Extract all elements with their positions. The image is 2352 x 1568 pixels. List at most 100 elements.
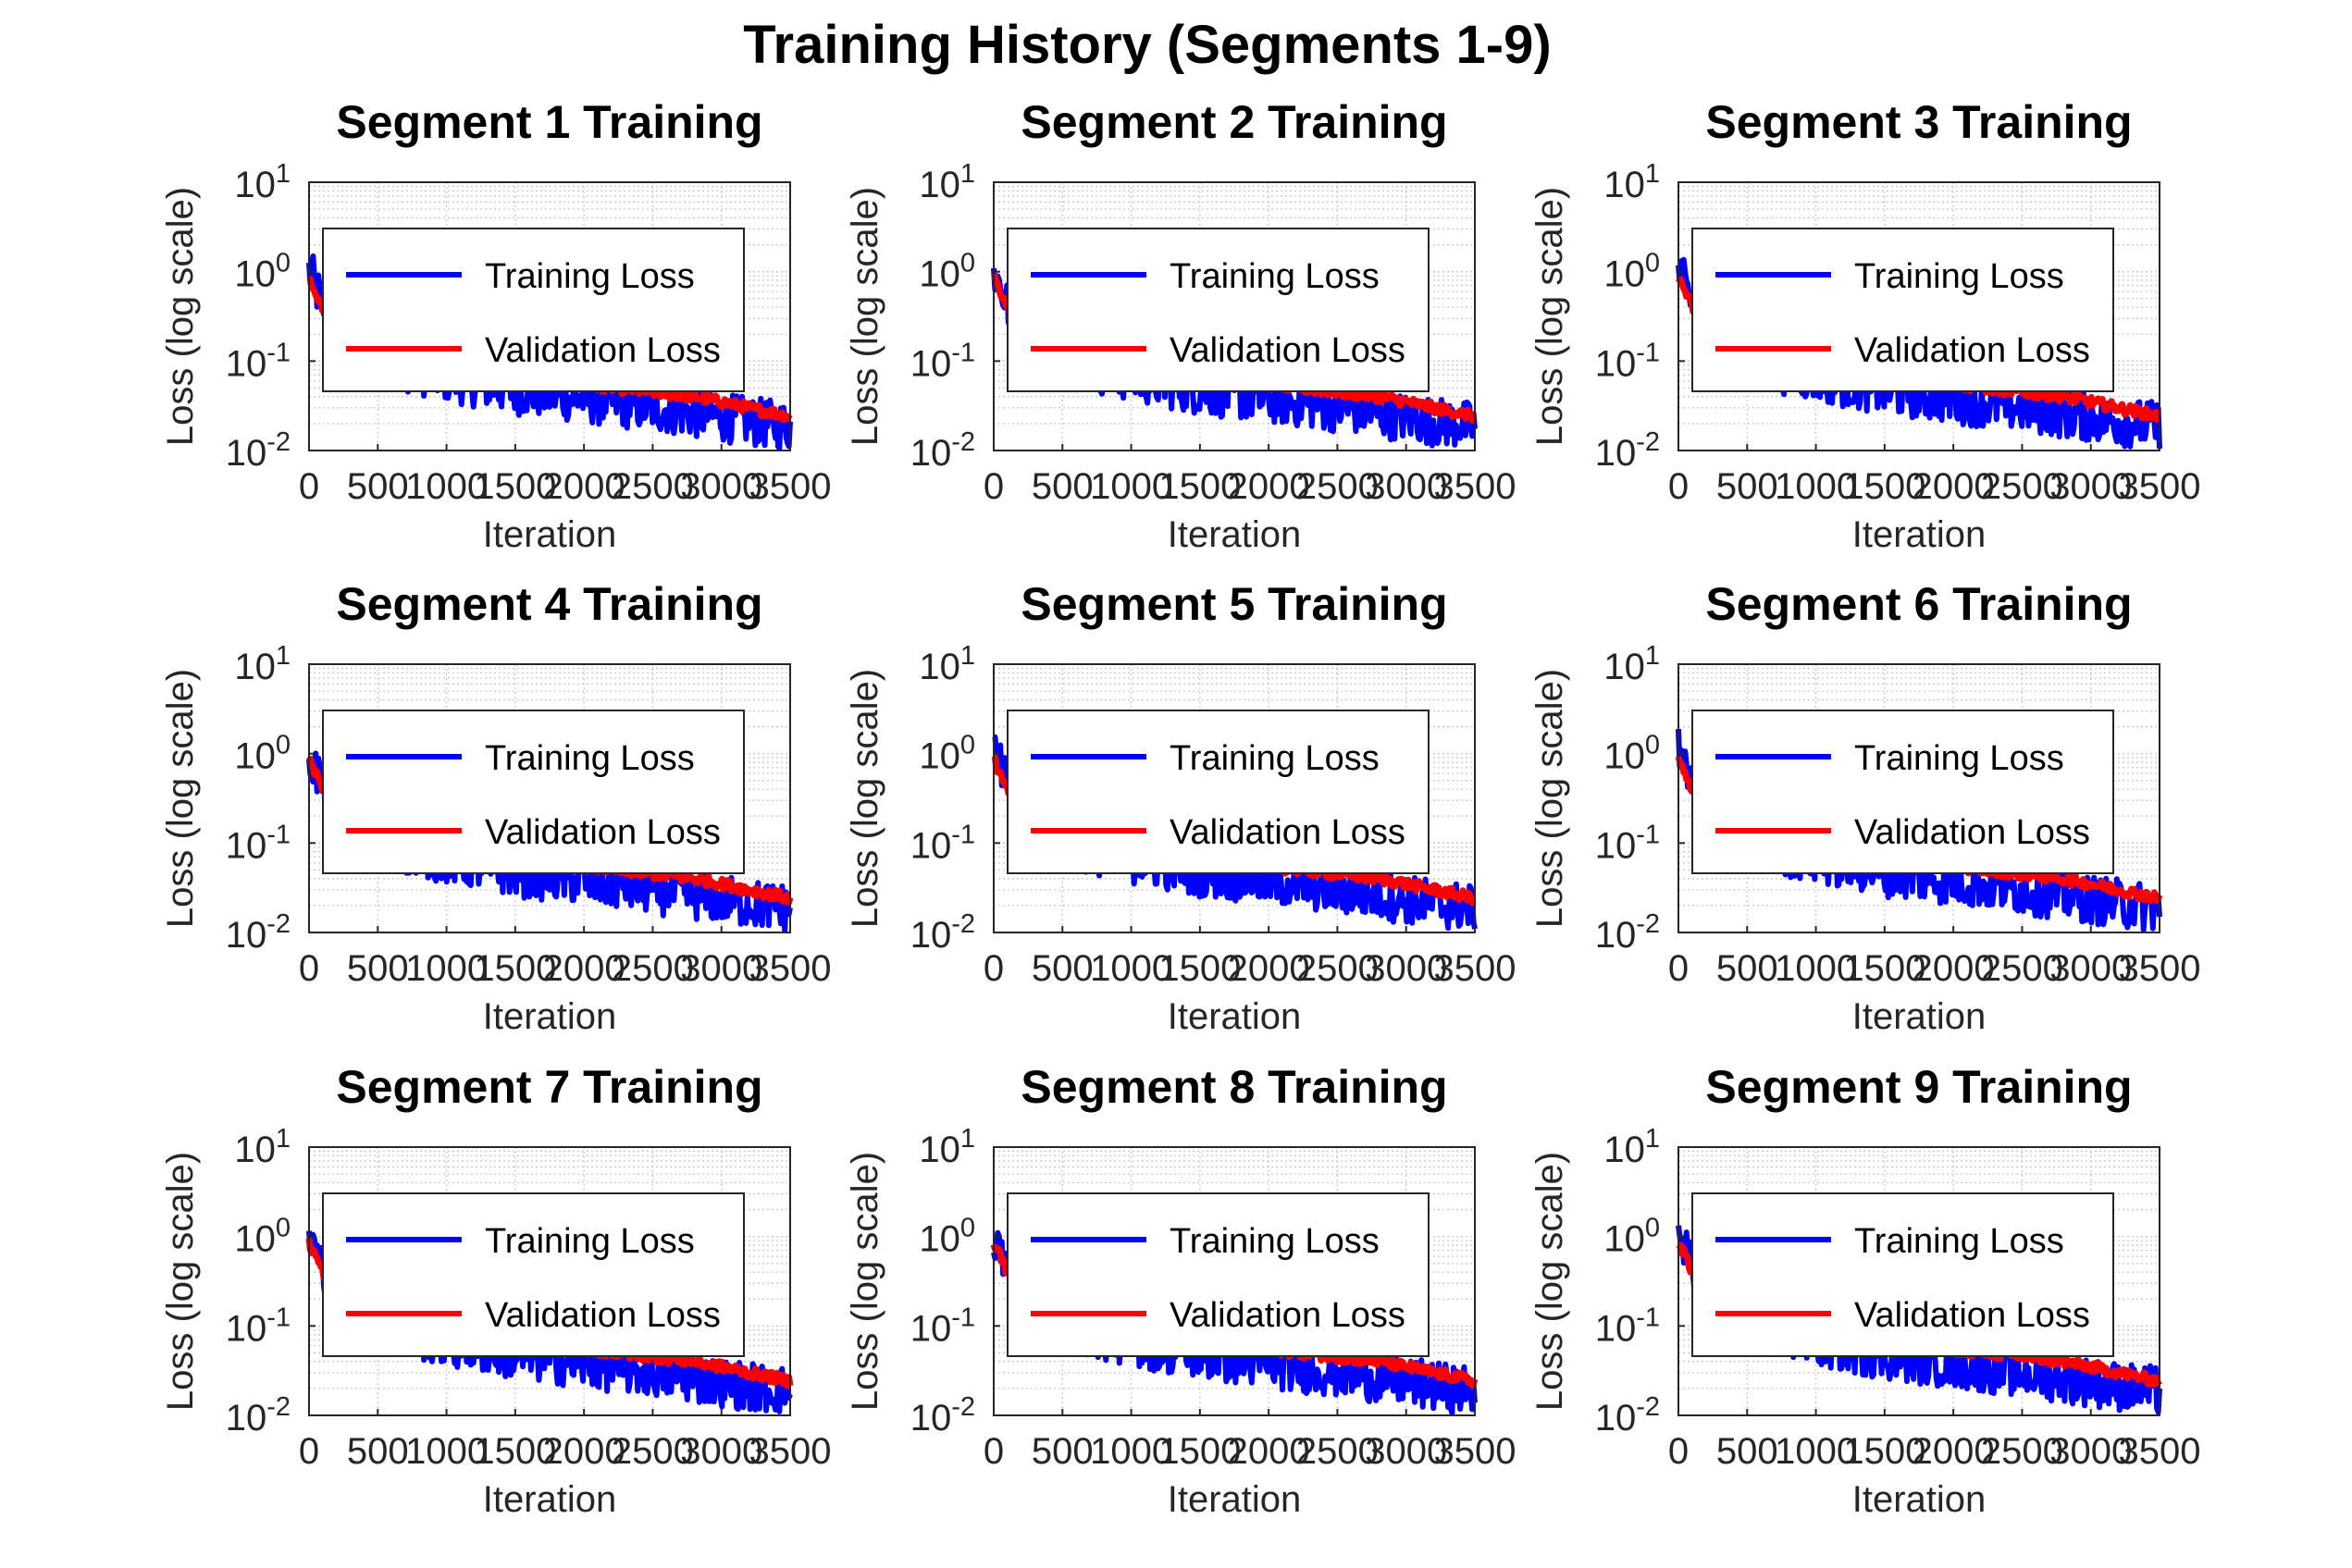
y-axis-label: Loss (log scale) [160,187,201,446]
legend-label: Validation Loss [1854,331,2090,370]
x-tick-label: 1000 [1775,466,1857,507]
axes-box [993,1146,1476,1416]
subplot-6: Segment 6 Training 0 500100015002000250030… [1529,578,2200,1037]
x-tick-label: 1000 [1775,948,1857,989]
x-tick-label: 500 [347,466,409,507]
y-tick-label: 100 [234,249,291,295]
legend-box [1691,1192,2114,1357]
x-tick-label: 2000 [1228,1431,1310,1472]
y-tick-label: 10-1 [1595,338,1660,384]
legend-label: Validation Loss [1854,1296,2090,1335]
x-tick-label: 0 [299,1431,319,1472]
x-tick-label: 1500 [1158,466,1241,507]
y-tick-label: 10-1 [910,1303,975,1349]
x-tick-label: 2500 [612,948,694,989]
x-tick-label: 1000 [405,1431,488,1472]
x-tick-label: 500 [1716,466,1778,507]
x-tick-label: 1000 [405,948,488,989]
y-axis-label: Loss (log scale) [1529,669,1570,928]
x-tick-label: 0 [984,948,1004,989]
x-tick-label: 3000 [2049,466,2132,507]
figure-title: Training History (Segments 1-9) [743,15,1551,75]
x-tick-label: 2000 [1913,948,1995,989]
x-tick-label: 3500 [749,466,832,507]
x-axis-label: Iteration [1168,1479,1302,1520]
y-tick-label: 100 [234,1214,291,1260]
x-tick-label: 3500 [1434,466,1516,507]
x-tick-label: 3000 [2049,948,2132,989]
y-tick-label: 101 [234,1124,291,1170]
y-tick-label: 101 [919,1124,975,1170]
x-tick-label: 0 [1668,1431,1689,1472]
x-tick-label: 1000 [1090,466,1172,507]
axes-box [308,1146,791,1416]
x-tick-label: 0 [984,1431,1004,1472]
x-tick-label: 3500 [1434,1431,1516,1472]
y-tick-label: 10-1 [910,820,975,866]
x-tick-label: 2000 [1228,948,1310,989]
x-tick-label: 3000 [680,948,762,989]
legend: Training Loss Validation Loss [1691,228,2114,392]
y-tick-label: 10-2 [910,1392,975,1438]
axes-box [993,181,1476,451]
y-tick-label: 10-1 [1595,1303,1660,1349]
y-tick-label: 101 [919,159,975,205]
legend-label: Training Loss [1170,739,1380,778]
y-axis-label: Loss (log scale) [845,669,885,928]
subplot-8: Segment 8 Training 0 500100015002000250030… [845,1061,1516,1520]
x-tick-label: 1000 [1090,948,1172,989]
subplot-2: Segment 2 Training 0 500100015002000250030… [845,96,1516,555]
y-axis-label: Loss (log scale) [1529,187,1570,446]
y-tick-label: 10-1 [226,338,291,384]
y-tick-label: 10-1 [910,338,975,384]
axes-box [993,663,1476,933]
legend-label: Training Loss [485,1222,695,1261]
y-tick-label: 10-2 [910,909,975,956]
x-axis-label: Iteration [1168,996,1302,1037]
subplot-3: Segment 3 Training 0 500100015002000250030… [1529,96,2200,555]
legend: Training Loss Validation Loss [1007,710,1430,874]
x-tick-label: 3000 [1365,1431,1447,1472]
x-axis-label: Iteration [1168,514,1302,555]
y-tick-label: 100 [1603,249,1660,295]
y-tick-label: 10-1 [226,1303,291,1349]
legend: Training Loss Validation Loss [1007,228,1430,392]
x-tick-label: 3500 [1434,948,1516,989]
x-tick-label: 500 [1032,948,1094,989]
x-axis-label: Iteration [1852,514,1987,555]
x-tick-label: 3500 [749,948,832,989]
x-tick-label: 2500 [1981,466,2063,507]
y-tick-label: 101 [234,159,291,205]
legend-label: Training Loss [1854,257,2064,296]
legend-label: Training Loss [485,739,695,778]
x-tick-label: 500 [1716,948,1778,989]
x-tick-label: 2500 [1296,948,1379,989]
y-tick-label: 100 [919,1214,975,1260]
axes-box [1677,181,2160,451]
y-axis-label: Loss (log scale) [160,669,201,928]
x-tick-label: 500 [1032,466,1094,507]
x-tick-label: 0 [1668,948,1689,989]
axes-box [308,181,791,451]
legend-label: Training Loss [1170,257,1380,296]
x-tick-label: 1500 [1843,1431,1925,1472]
x-tick-label: 3000 [680,1431,762,1472]
legend-label: Training Loss [1170,1222,1380,1261]
legend: Training Loss Validation Loss [322,228,745,392]
x-tick-label: 2000 [543,466,625,507]
y-tick-label: 10-2 [226,909,291,956]
x-tick-label: 2000 [543,948,625,989]
legend-label: Validation Loss [485,1296,721,1335]
y-axis-label: Loss (log scale) [1529,1152,1570,1411]
x-tick-label: 1500 [1843,948,1925,989]
x-tick-label: 1000 [405,466,488,507]
y-tick-label: 101 [919,641,975,687]
subplot-title: Segment 1 Training [336,96,762,148]
subplot-1: Segment 1 Training 0 500100015002000250030… [160,96,831,555]
subplot-7: Segment 7 Training 0 500100015002000250030… [160,1061,831,1520]
x-tick-label: 2000 [1913,1431,1995,1472]
legend: Training Loss Validation Loss [1691,710,2114,874]
x-tick-label: 0 [984,466,1004,507]
x-axis-label: Iteration [1852,1479,1987,1520]
